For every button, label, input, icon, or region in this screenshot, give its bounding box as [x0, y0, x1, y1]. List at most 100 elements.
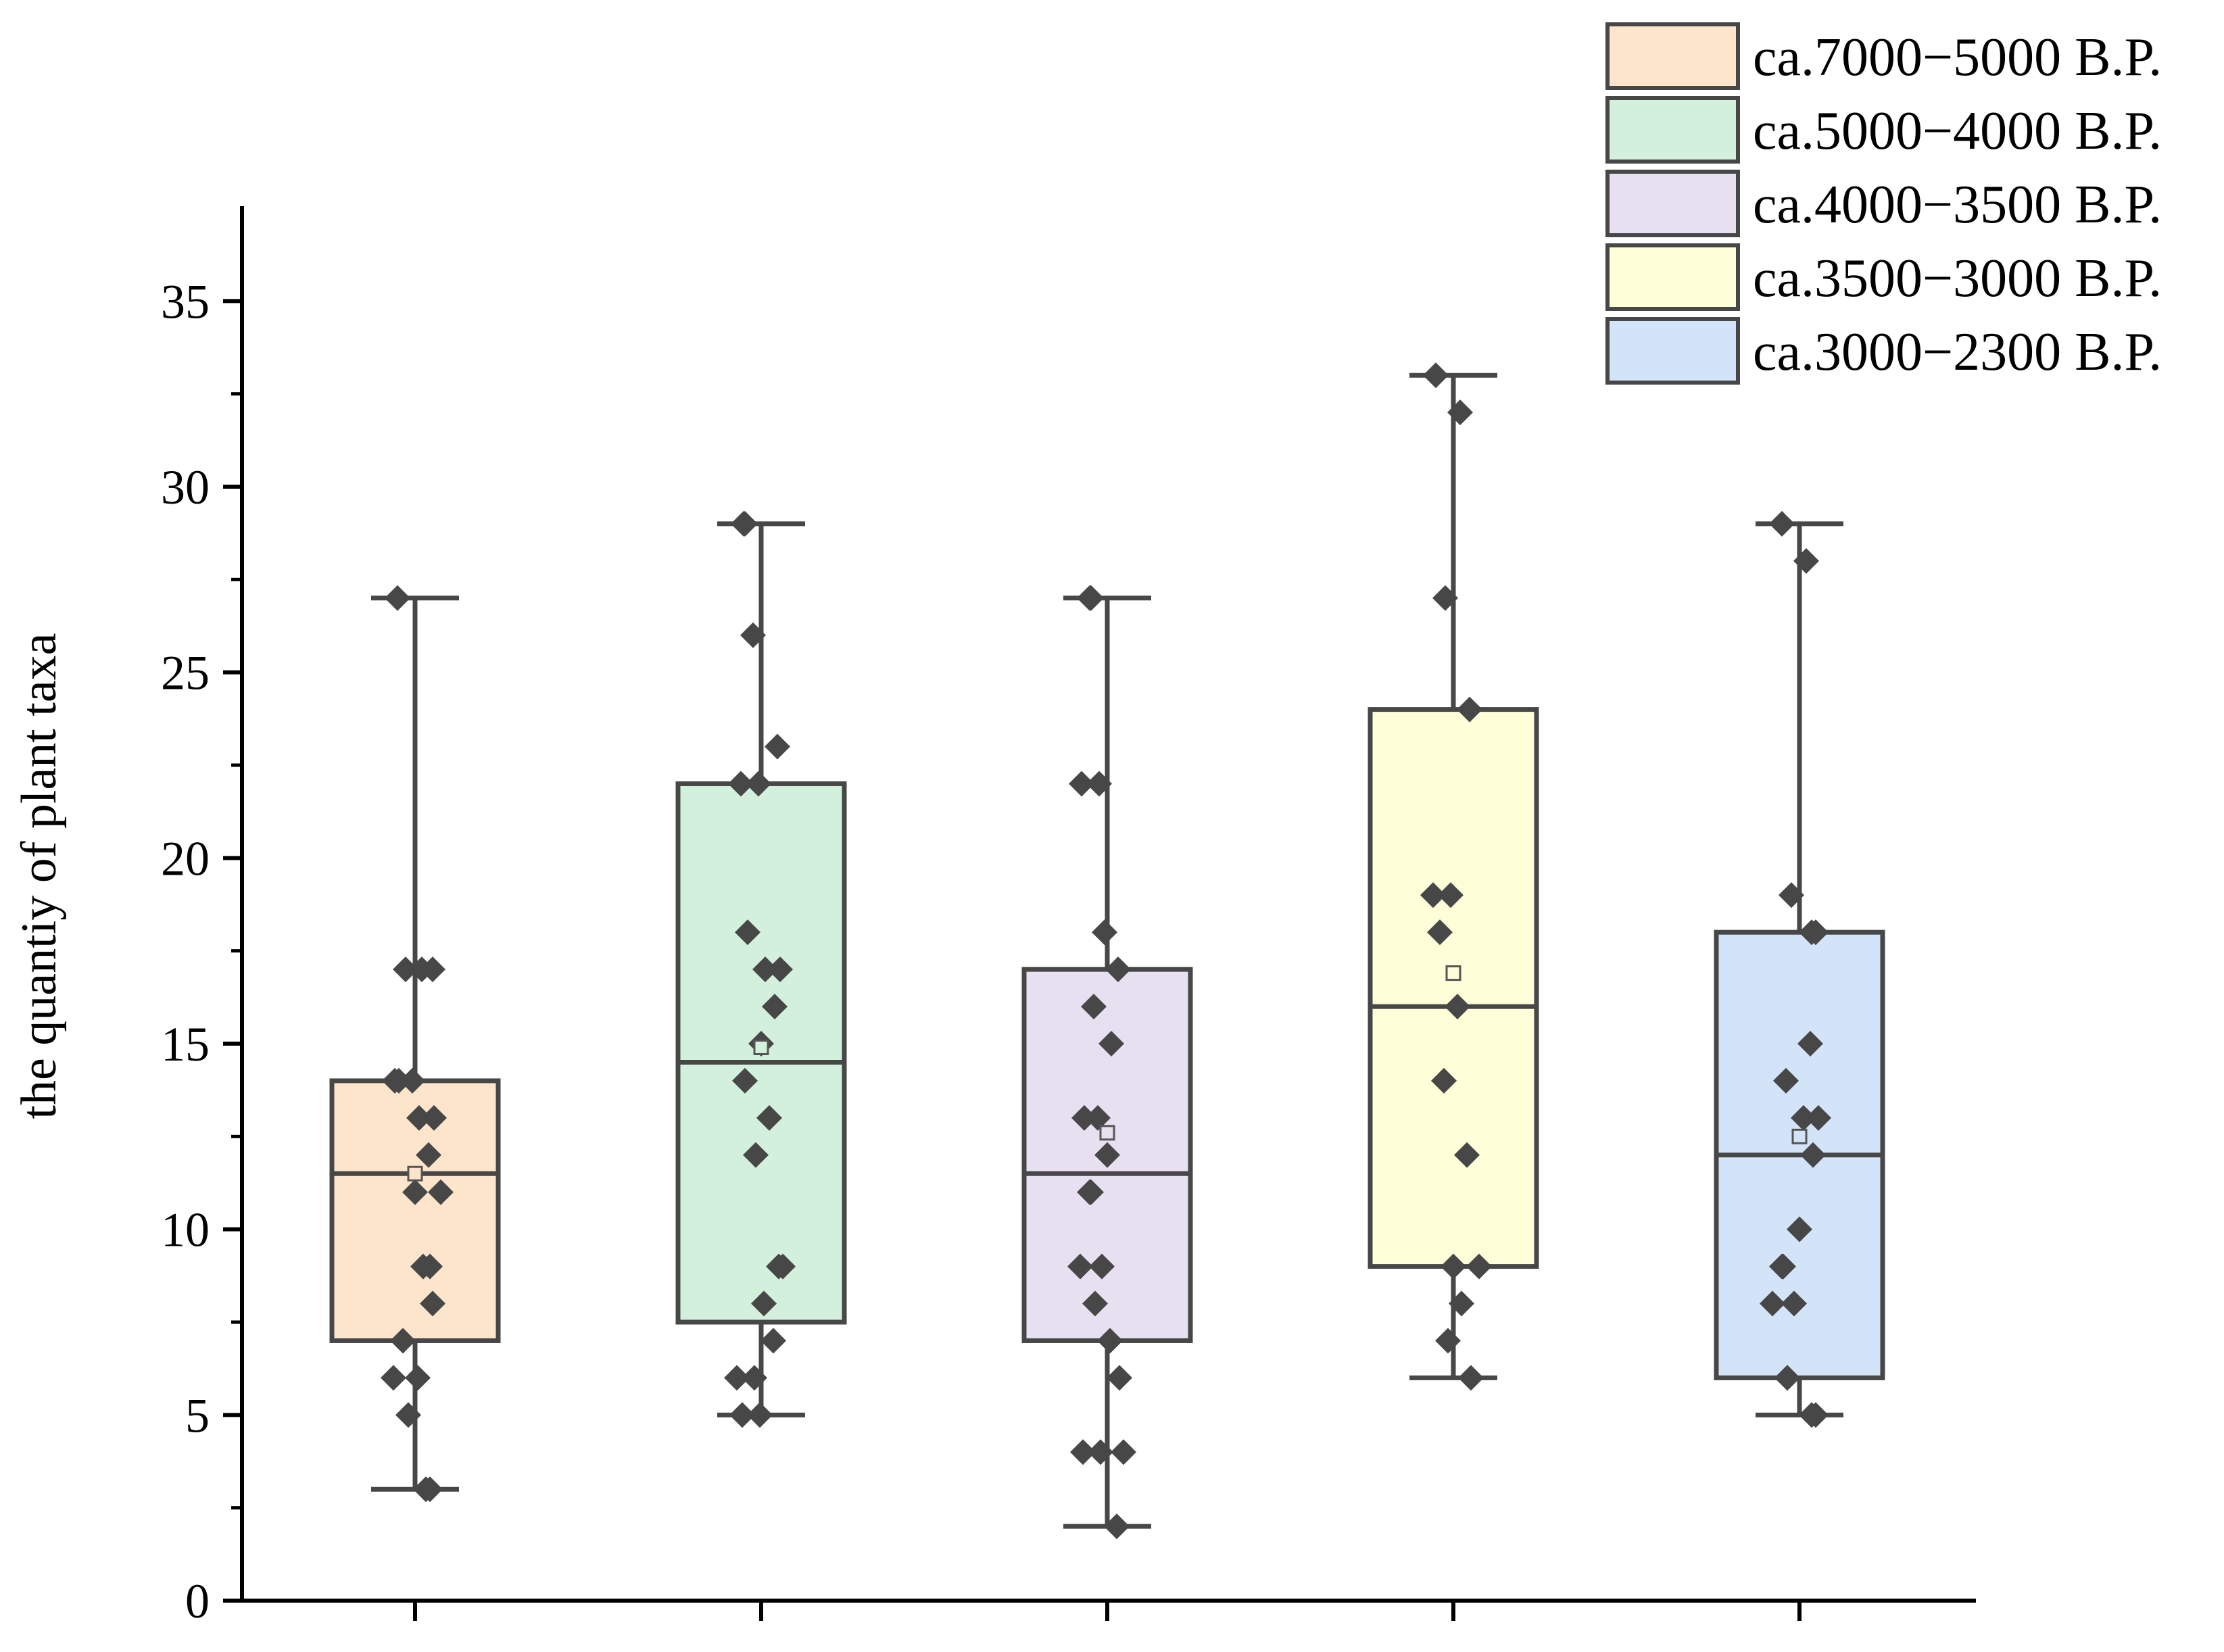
legend-label: ca.4000−3500 B.P. — [1753, 175, 2162, 235]
data-point — [724, 1365, 750, 1391]
data-point — [1432, 585, 1458, 611]
data-point — [760, 1328, 786, 1354]
data-point — [742, 1365, 767, 1391]
data-point — [752, 956, 778, 983]
legend-swatch — [1605, 22, 1740, 90]
y-tick-label: 0 — [185, 1574, 210, 1628]
data-point — [1094, 1142, 1120, 1168]
data-point — [1077, 1179, 1103, 1205]
data-point — [1769, 510, 1795, 537]
legend-swatch — [1605, 96, 1740, 164]
data-point — [402, 1179, 428, 1205]
data-point — [385, 585, 410, 611]
legend-label: ca.7000−5000 B.P. — [1753, 28, 2162, 87]
data-point — [1438, 882, 1464, 908]
legend-item: ca.7000−5000 B.P. — [1605, 22, 2162, 90]
y-tick-label: 30 — [161, 460, 210, 514]
data-point — [1082, 1290, 1108, 1317]
data-point — [765, 733, 790, 760]
mean-marker — [753, 1039, 769, 1055]
data-point — [756, 1104, 782, 1131]
data-point — [420, 1290, 445, 1317]
data-point — [1457, 696, 1482, 723]
mean-marker — [1099, 1125, 1115, 1141]
box-group — [1368, 362, 1539, 1391]
legend-item: ca.3500−3000 B.P. — [1605, 243, 2162, 311]
data-point — [386, 1067, 412, 1094]
data-point — [1097, 1328, 1123, 1354]
legend-item: ca.3000−2300 B.P. — [1605, 317, 2162, 385]
data-point — [1806, 1104, 1831, 1131]
y-tick-label: 25 — [161, 646, 210, 700]
legend-swatch — [1605, 243, 1740, 311]
data-point — [1081, 994, 1107, 1020]
legend: ca.7000−5000 B.P. ca.5000−4000 B.P. ca.400… — [1605, 22, 2162, 385]
data-point — [405, 1365, 431, 1391]
data-point — [1086, 771, 1112, 797]
data-point — [767, 956, 793, 983]
data-point — [1067, 1253, 1093, 1280]
data-point — [1069, 771, 1094, 797]
box-series — [329, 362, 1885, 1540]
data-point — [1774, 1365, 1800, 1391]
data-point — [420, 956, 445, 983]
data-point — [1799, 919, 1824, 946]
data-point — [428, 1179, 454, 1205]
data-point — [413, 1476, 439, 1503]
box-group — [329, 585, 501, 1503]
y-axis-ticks: 0 5 10 15 20 25 30 35 — [161, 274, 242, 1628]
data-point — [735, 919, 760, 946]
data-point — [1760, 1290, 1785, 1317]
data-point — [729, 1402, 755, 1428]
y-tick-label: 5 — [185, 1388, 210, 1442]
data-point — [1793, 548, 1819, 574]
data-point — [1089, 1253, 1115, 1280]
data-point — [1787, 1216, 1812, 1242]
data-point — [1111, 1439, 1136, 1465]
y-tick-label: 20 — [161, 831, 210, 885]
data-point — [1466, 1253, 1492, 1280]
data-point — [1107, 1365, 1132, 1391]
data-point — [1441, 1253, 1466, 1280]
data-point — [1078, 585, 1104, 611]
data-point — [1781, 1290, 1807, 1317]
legend-swatch — [1605, 317, 1740, 385]
data-point — [1779, 882, 1804, 908]
data-point — [743, 1142, 769, 1168]
data-point — [1098, 1031, 1124, 1056]
data-point — [1800, 1142, 1826, 1168]
data-point — [747, 1402, 773, 1428]
data-point — [1070, 1439, 1096, 1465]
data-point — [400, 1067, 425, 1094]
data-point — [1092, 919, 1117, 946]
data-point — [1431, 1067, 1457, 1094]
iqr-box — [1368, 707, 1539, 1269]
data-point — [746, 771, 771, 797]
box-group — [1714, 510, 1885, 1428]
data-point — [732, 510, 758, 537]
y-axis-title: the quantiy of plant taxa — [11, 633, 67, 1119]
data-point — [1445, 994, 1470, 1020]
data-point — [417, 1253, 443, 1280]
y-tick-label: 35 — [161, 274, 210, 329]
data-point — [406, 1104, 432, 1131]
box-group — [675, 510, 847, 1428]
y-tick-label: 15 — [161, 1017, 210, 1071]
data-point — [393, 956, 418, 983]
data-point — [1773, 1067, 1799, 1094]
legend-label: ca.5000−4000 B.P. — [1753, 101, 2162, 161]
data-point — [1423, 362, 1449, 389]
data-point — [1427, 919, 1453, 946]
data-point — [762, 994, 788, 1020]
data-point — [381, 1365, 406, 1391]
data-point — [416, 1142, 441, 1168]
data-point — [395, 1402, 421, 1428]
legend-swatch — [1605, 170, 1740, 237]
legend-item: ca.4000−3500 B.P. — [1605, 170, 2162, 237]
data-point — [1791, 1104, 1816, 1131]
legend-label: ca.3500−3000 B.P. — [1753, 249, 2162, 308]
data-point — [732, 1067, 758, 1094]
data-point — [1105, 956, 1131, 983]
data-point — [1085, 1104, 1111, 1131]
mean-marker — [1791, 1128, 1808, 1144]
